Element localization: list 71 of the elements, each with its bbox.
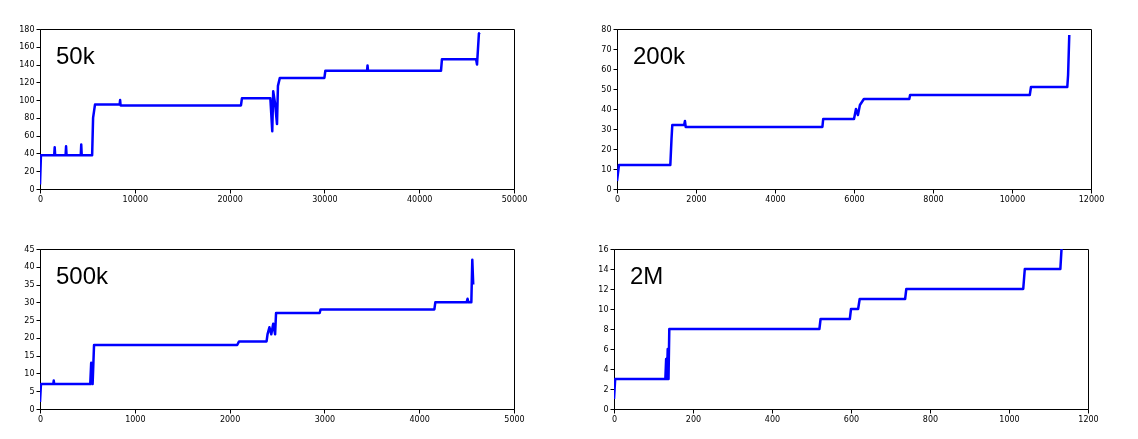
- x-tick-label: 0: [614, 194, 621, 204]
- x-tick-label: 2000: [686, 194, 707, 204]
- text: 500k: [56, 262, 110, 289]
- y-tick-label: 8: [603, 324, 609, 334]
- x-tick-label: 2000: [219, 414, 241, 424]
- y-tick-label: 6: [603, 344, 609, 354]
- y-tick-label: 160: [19, 42, 35, 52]
- y-tick-label: 40: [601, 104, 612, 114]
- y-tick-label: 180: [19, 24, 35, 34]
- text: 2M: [630, 262, 664, 289]
- x-tick-label: 20000: [217, 194, 243, 204]
- y-tick-label: 4: [603, 364, 609, 374]
- y-tick-label: 45: [24, 244, 35, 254]
- x-tick-label: 1000: [125, 414, 146, 424]
- text: 200k: [633, 42, 687, 69]
- x-tick-label: 400: [764, 414, 781, 424]
- x-tick-label: 10000: [999, 194, 1026, 204]
- y-tick-label: 70: [601, 44, 612, 54]
- x-tick-label: 800: [922, 414, 939, 424]
- y-tick-label: 0: [603, 404, 609, 414]
- y-tick-label: 10: [601, 164, 612, 174]
- y-tick-label: 20: [601, 144, 612, 154]
- y-tick-label: 0: [29, 184, 35, 194]
- x-tick-label: 4000: [765, 194, 786, 204]
- y-tick-label: 16: [598, 244, 609, 254]
- x-tick-label: 5000: [504, 414, 525, 424]
- x-tick-label: 12000: [1078, 194, 1105, 204]
- y-tick-label: 120: [19, 77, 35, 87]
- y-tick-label: 50: [601, 84, 612, 94]
- line-series: [40, 258, 475, 404]
- y-tick-label: 5: [29, 386, 35, 396]
- y-tick-label: 2: [603, 384, 609, 394]
- x-tick-label: 3000: [314, 414, 336, 424]
- y-tick-label: 30: [24, 297, 35, 307]
- x-tick-label: 600: [843, 414, 860, 424]
- y-tick-label: 30: [601, 124, 612, 134]
- line-series: [40, 31, 482, 186]
- y-tick-label: 0: [29, 404, 35, 414]
- line-series: [617, 33, 1071, 183]
- x-tick-label: 4000: [409, 414, 430, 424]
- y-tick-label: 0: [606, 184, 612, 194]
- x-tick-label: 1000: [999, 414, 1020, 424]
- y-tick-label: 15: [24, 351, 35, 361]
- y-tick-label: 100: [19, 95, 35, 105]
- y-tick-label: 10: [598, 304, 609, 314]
- x-tick-label: 0: [37, 194, 44, 204]
- x-tick-label: 50000: [501, 194, 528, 204]
- y-tick-label: 20: [24, 166, 35, 176]
- x-tick-label: 0: [37, 414, 44, 424]
- y-tick-label: 140: [19, 60, 35, 70]
- y-tick-label: 40: [24, 148, 35, 158]
- x-tick-label: 10000: [122, 194, 149, 204]
- y-tick-label: 80: [24, 113, 35, 123]
- x-tick-label: 1200: [1078, 414, 1099, 424]
- text: 50k: [56, 42, 96, 69]
- y-tick-label: 12: [598, 284, 609, 294]
- x-tick-label: 30000: [312, 194, 338, 204]
- y-tick-label: 40: [24, 262, 35, 272]
- x-tick-label: 6000: [844, 194, 865, 204]
- line-series: [614, 249, 1063, 401]
- y-tick-label: 10: [24, 368, 35, 378]
- y-tick-label: 20: [24, 333, 35, 343]
- y-tick-label: 14: [598, 264, 609, 274]
- y-tick-label: 35: [24, 280, 35, 290]
- y-tick-label: 80: [601, 24, 612, 34]
- x-tick-label: 8000: [923, 194, 944, 204]
- x-tick-label: 40000: [406, 194, 433, 204]
- y-tick-label: 60: [24, 131, 35, 141]
- y-tick-label: 25: [24, 315, 35, 325]
- y-tick-label: 60: [601, 64, 612, 74]
- x-tick-label: 200: [685, 414, 702, 424]
